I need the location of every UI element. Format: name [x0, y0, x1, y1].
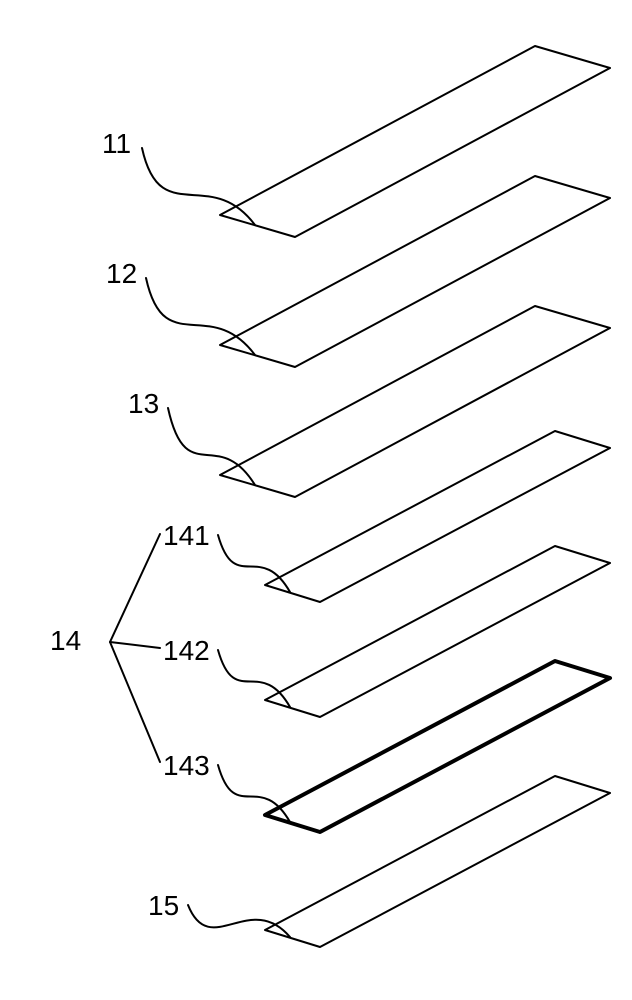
label-15: 15 [148, 890, 179, 922]
layer-13 [220, 306, 610, 497]
leader-142 [218, 650, 290, 707]
exploded-layer-diagram: 11 12 13 141 142 143 15 14 [0, 0, 632, 1000]
diagram-svg [0, 0, 632, 1000]
layer-12 [220, 176, 610, 367]
layer-141 [265, 431, 610, 602]
label-13: 13 [128, 388, 159, 420]
label-142: 142 [163, 635, 210, 667]
layer-143 [265, 661, 610, 832]
label-11: 11 [102, 128, 131, 160]
group14-branch-2 [110, 642, 160, 762]
group14-branch-0 [110, 534, 160, 642]
layer-11 [220, 46, 610, 237]
group14-branch-1 [110, 642, 160, 648]
label-14: 14 [50, 625, 81, 657]
leader-143 [218, 765, 290, 822]
leader-11 [142, 148, 255, 225]
layer-142 [265, 546, 610, 717]
leader-12 [146, 278, 255, 355]
label-141: 141 [163, 520, 210, 552]
label-143: 143 [163, 750, 210, 782]
label-12: 12 [106, 258, 137, 290]
leader-13 [168, 408, 255, 485]
layer-15 [265, 776, 610, 947]
leader-141 [218, 535, 290, 592]
